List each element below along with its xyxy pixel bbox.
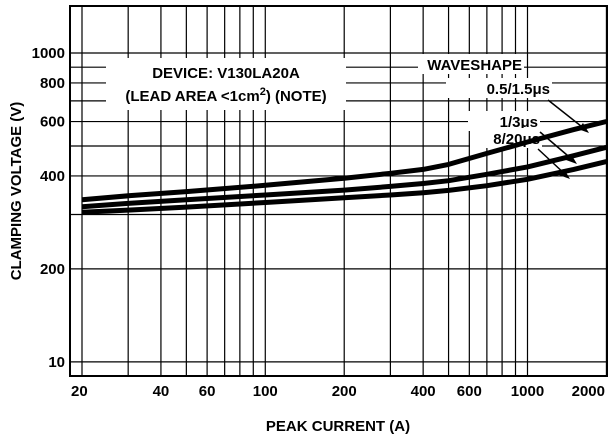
lead-area-prefix: (LEAD AREA <1cm	[125, 88, 259, 105]
series-label-0-5-1-5us: 0.5/1.5μs	[487, 81, 550, 98]
y-tick-label: 200	[40, 261, 65, 278]
lead-area-suffix: ) (NOTE)	[266, 88, 327, 105]
waveshape-title: WAVESHAPE	[427, 57, 522, 74]
series-line-2	[81, 159, 607, 215]
arrow-head-1	[566, 154, 577, 164]
y-axis-title: CLAMPING VOLTAGE (V)	[8, 102, 25, 281]
series-line-1	[81, 144, 608, 210]
series-label-1-3us: 1/3μs	[500, 114, 538, 131]
y-tick-label: 400	[40, 168, 65, 185]
x-axis-title: PEAK CURRENT (A)	[266, 418, 410, 435]
series-curves	[81, 119, 608, 215]
y-tick-label: 1000	[32, 45, 65, 62]
y-tick-labels: 1000 800 600 400 200 10	[32, 45, 65, 371]
leader-line-0	[547, 99, 587, 131]
x-tick-label: 40	[153, 383, 170, 400]
x-tick-label: 1000	[511, 383, 544, 400]
x-tick-label: 400	[411, 383, 436, 400]
series-line-0	[81, 119, 608, 203]
lead-area-note: (LEAD AREA <1cm2) (NOTE)	[125, 86, 326, 105]
arrow-head-2	[559, 169, 570, 179]
label-bg-1	[468, 111, 540, 131]
y-tick-label: 10	[48, 354, 65, 371]
x-tick-label: 60	[199, 383, 216, 400]
x-tick-label: 100	[253, 383, 278, 400]
lead-area-superscript: 2	[260, 86, 266, 98]
device-annotation: DEVICE: V130LA20A (LEAD AREA <1cm2) (NOT…	[106, 58, 346, 110]
x-tick-label: 600	[457, 383, 482, 400]
waveshape-title-background	[418, 54, 524, 74]
plot-frame	[69, 5, 608, 377]
label-bg-0	[446, 78, 552, 98]
y-tick-label: 800	[40, 75, 65, 92]
x-tick-label: 2000	[572, 383, 605, 400]
device-label-background	[106, 58, 346, 110]
device-label: DEVICE: V130LA20A	[152, 65, 300, 82]
y-tick-label: 600	[40, 114, 65, 131]
x-tick-label: 20	[71, 383, 88, 400]
x-tick-label: 200	[332, 383, 357, 400]
x-tick-labels: 20 40 60 100 200 400 600 1000 2000	[71, 383, 605, 400]
